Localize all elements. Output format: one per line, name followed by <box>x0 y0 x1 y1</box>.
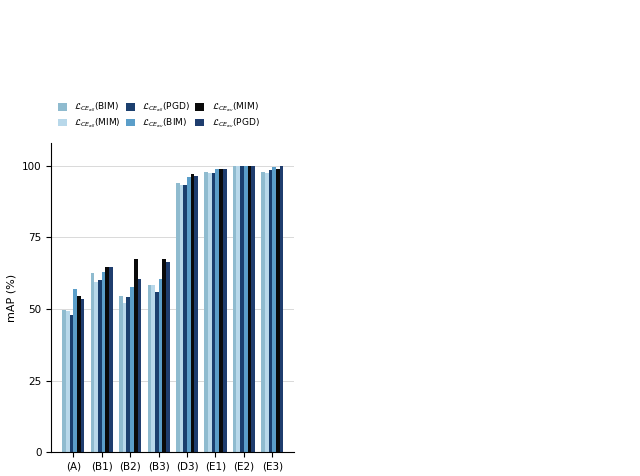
Bar <box>180 185 183 452</box>
Bar <box>163 259 166 452</box>
Bar <box>134 259 138 452</box>
Bar <box>233 166 236 452</box>
Bar <box>183 185 187 452</box>
Bar <box>208 173 212 452</box>
Bar <box>191 174 195 452</box>
Bar <box>119 296 123 452</box>
Bar <box>216 169 219 452</box>
Bar <box>223 169 227 452</box>
Bar <box>151 285 155 452</box>
Bar <box>204 172 208 452</box>
Bar <box>280 166 284 452</box>
Bar <box>81 299 84 452</box>
Bar <box>265 173 269 452</box>
Bar <box>240 166 244 452</box>
Bar <box>123 303 127 452</box>
Bar <box>70 315 74 452</box>
Bar <box>219 169 223 452</box>
Bar <box>62 310 66 452</box>
Bar <box>272 167 276 452</box>
Bar <box>195 176 198 452</box>
Bar <box>248 166 252 452</box>
Bar <box>159 279 163 452</box>
Bar <box>276 169 280 452</box>
Bar <box>77 296 81 452</box>
Bar <box>252 166 255 452</box>
Bar <box>261 172 265 452</box>
Legend: $\mathcal{L}_{CE_{all}}$(BIM), $\mathcal{L}_{CE_{all}}$(MIM), $\mathcal{L}_{CE_{: $\mathcal{L}_{CE_{all}}$(BIM), $\mathcal… <box>56 99 262 132</box>
Bar <box>212 173 216 452</box>
Bar <box>66 311 70 452</box>
Bar <box>155 292 159 452</box>
Bar <box>127 297 130 452</box>
Bar <box>176 183 180 452</box>
Bar <box>187 177 191 452</box>
Bar <box>102 272 106 452</box>
Bar <box>244 166 248 452</box>
Y-axis label: mAP (%): mAP (%) <box>6 273 16 322</box>
Bar <box>166 262 170 452</box>
Bar <box>98 280 102 452</box>
Bar <box>91 273 94 452</box>
Bar <box>138 279 141 452</box>
Bar <box>94 282 98 452</box>
Bar <box>130 288 134 452</box>
Bar <box>74 289 77 452</box>
Bar <box>109 268 113 452</box>
Bar <box>147 285 151 452</box>
Bar <box>269 169 272 452</box>
Bar <box>106 268 109 452</box>
Bar <box>236 166 240 452</box>
